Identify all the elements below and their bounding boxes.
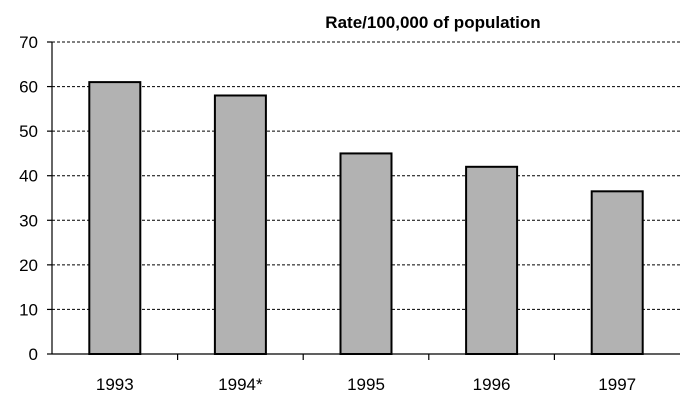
y-tick-label: 60 (19, 78, 38, 97)
bar (341, 153, 392, 354)
y-tick-label: 20 (19, 256, 38, 275)
chart-title: Rate/100,000 of population (325, 13, 540, 32)
bar (466, 167, 517, 354)
y-tick-label: 70 (19, 33, 38, 52)
bar (89, 82, 140, 354)
y-tick-label: 40 (19, 167, 38, 186)
x-tick-label: 1993 (96, 375, 134, 394)
bar (592, 191, 643, 354)
y-tick-label: 50 (19, 122, 38, 141)
x-tick-label: 1997 (598, 375, 636, 394)
y-tick-labels: 0 10 20 30 40 50 60 70 (19, 33, 38, 364)
y-tick-label: 30 (19, 211, 38, 230)
bar (215, 95, 266, 354)
x-tick-labels: 1993 1994* 1995 1996 1997 (96, 375, 636, 394)
x-tick-label: 1996 (473, 375, 511, 394)
bars (89, 82, 642, 354)
y-tick-label: 10 (19, 300, 38, 319)
x-tick-label: 1994* (218, 375, 263, 394)
x-tick-label: 1995 (347, 375, 385, 394)
y-tick-label: 0 (29, 345, 38, 364)
